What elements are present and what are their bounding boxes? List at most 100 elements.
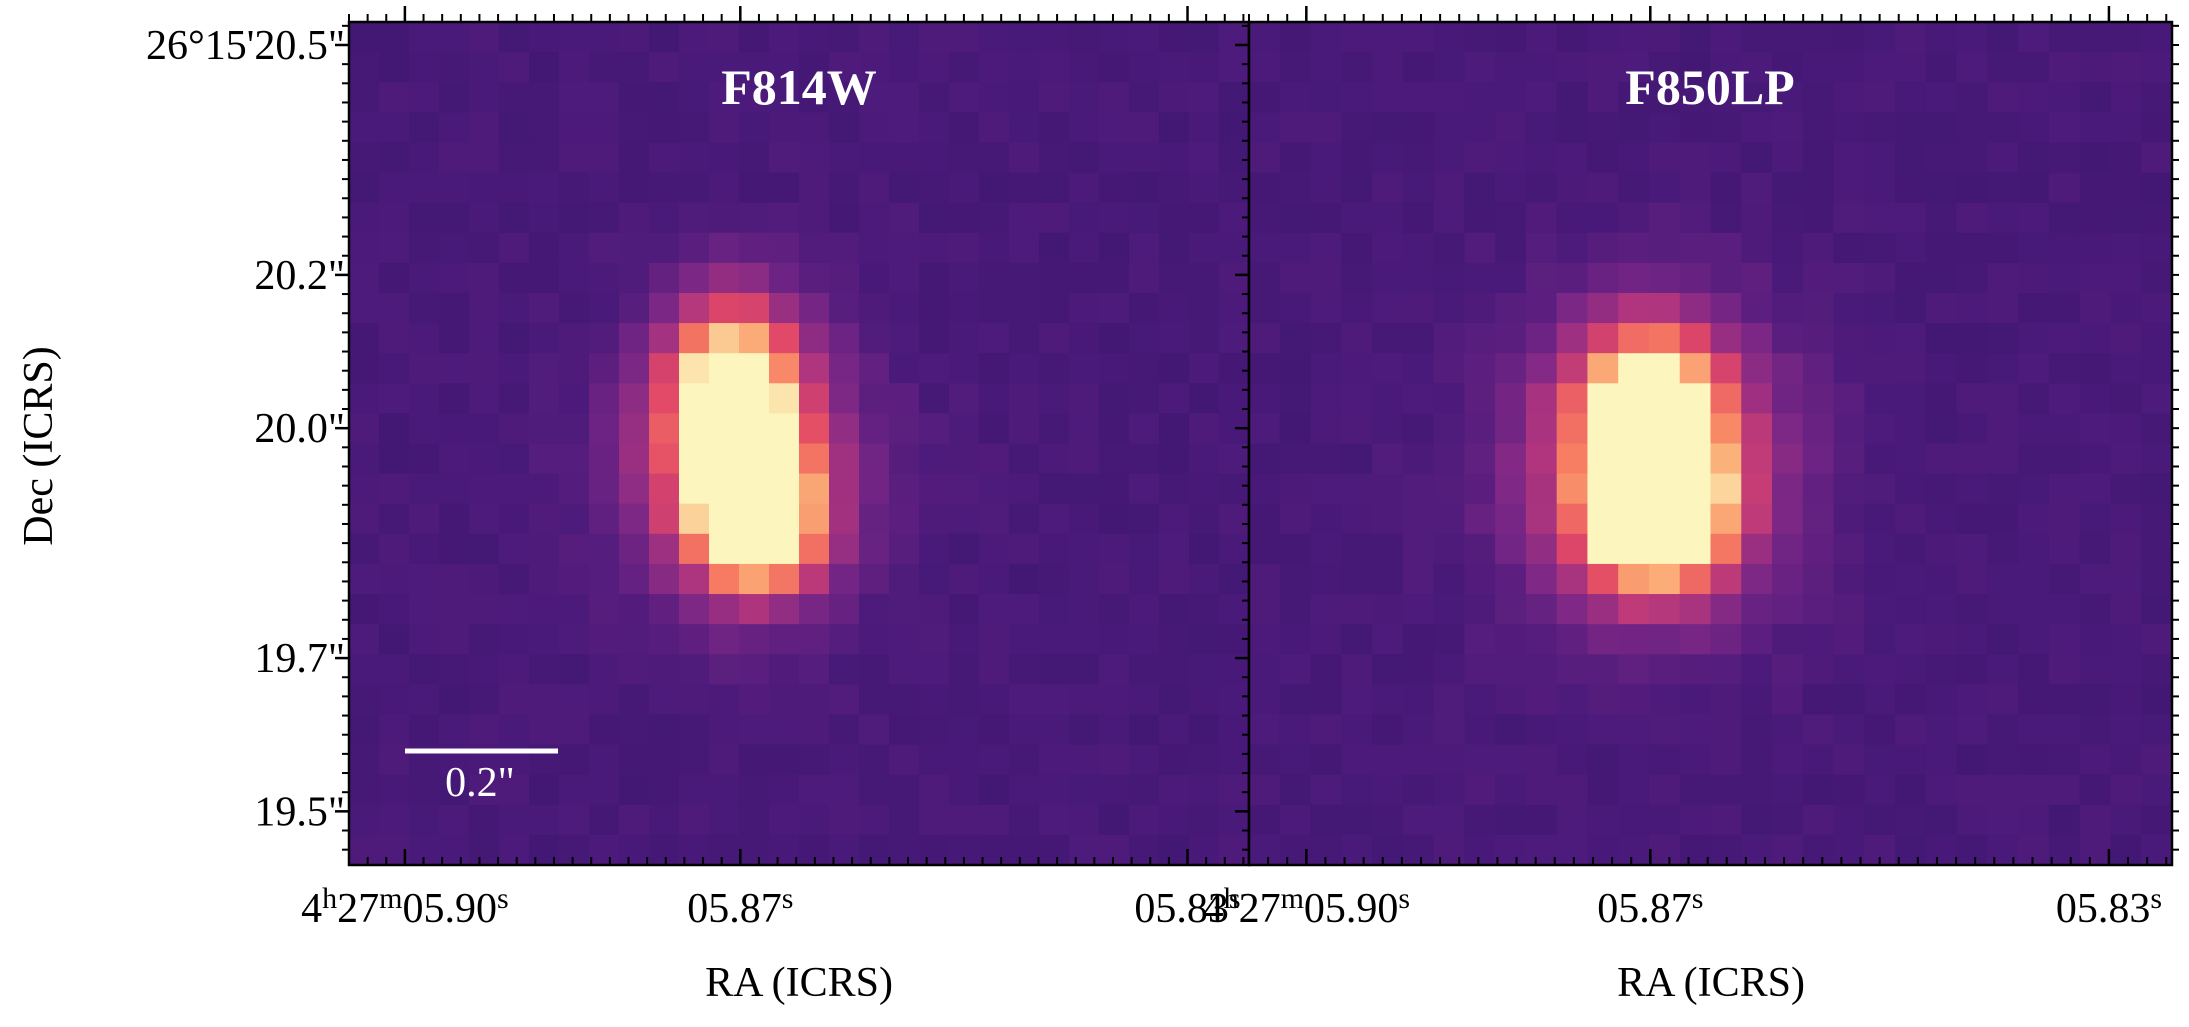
pixel [409, 52, 440, 83]
pixel [1587, 172, 1619, 204]
pixel [2079, 232, 2112, 264]
pixel [1069, 383, 1100, 414]
pixel [1279, 172, 1312, 204]
pixel [859, 22, 890, 53]
pixel [1341, 292, 1373, 324]
pixel [1433, 533, 1465, 565]
pixel [2079, 533, 2112, 565]
pixel [2110, 804, 2142, 836]
pixel [1341, 594, 1373, 625]
pixel [1525, 292, 1558, 324]
pixel [1741, 142, 1773, 174]
pixel [439, 383, 470, 414]
pixel [889, 684, 920, 716]
pixel [1802, 503, 1835, 535]
pixel [1159, 232, 1190, 264]
pixel [1741, 624, 1773, 655]
pixel [1310, 744, 1342, 776]
pixel [2048, 473, 2081, 505]
pixel [2079, 413, 2112, 445]
pixel [2048, 172, 2081, 204]
pixel [1310, 714, 1342, 746]
pixel [619, 744, 650, 776]
pixel [1189, 52, 1220, 83]
pixel [2110, 744, 2142, 776]
pixel [1069, 262, 1100, 294]
pixel [1464, 744, 1496, 776]
pixel [1341, 142, 1373, 174]
pixel [1402, 684, 1435, 716]
pixel [1956, 52, 1988, 83]
pixel [619, 353, 650, 384]
pixel [1648, 383, 1681, 414]
pixel [889, 563, 920, 595]
pixel [469, 503, 500, 535]
pixel [559, 172, 590, 204]
pixel [1433, 52, 1465, 83]
pixel [769, 594, 800, 625]
pixel [829, 172, 860, 204]
pixel [1219, 654, 1250, 685]
pixel [1402, 563, 1435, 595]
pixel [949, 22, 980, 53]
pixel [1402, 834, 1435, 866]
pixel [1802, 413, 1835, 445]
pixel [1341, 654, 1373, 685]
pixel [1925, 383, 1958, 414]
pixel [769, 533, 800, 565]
pixel [829, 443, 860, 475]
pixel [1495, 654, 1527, 685]
pixel [1556, 172, 1589, 204]
pixel [1679, 654, 1712, 685]
pixel [889, 503, 920, 535]
pixel [1009, 112, 1040, 144]
pixel [1833, 353, 1865, 384]
pixel [1279, 533, 1312, 565]
pixel [769, 413, 800, 445]
pixel [1099, 262, 1130, 294]
pixel [979, 22, 1010, 53]
pixel [349, 82, 380, 113]
pixel [2110, 503, 2142, 535]
pixel [469, 202, 500, 234]
pixel [439, 262, 470, 294]
pixel [619, 684, 650, 716]
pixel [979, 714, 1010, 746]
pixel [1710, 82, 1742, 113]
pixel [2048, 82, 2081, 113]
pixel [979, 473, 1010, 505]
pixel [2018, 202, 2050, 234]
pixel [409, 714, 440, 746]
pixel [1648, 473, 1681, 505]
pixel [1189, 323, 1220, 354]
pixel [1099, 804, 1130, 836]
pixel [1039, 323, 1070, 354]
pixel [1279, 624, 1312, 655]
pixel [1925, 262, 1958, 294]
pixel [649, 112, 680, 144]
pixel [1679, 323, 1712, 354]
pixel [2079, 22, 2112, 53]
pixel [1310, 413, 1342, 445]
pixel [1772, 714, 1804, 746]
pixel [619, 804, 650, 836]
pixel [829, 52, 860, 83]
pixel [1925, 232, 1958, 264]
pixel [529, 594, 560, 625]
pixel [1310, 292, 1342, 324]
pixel [919, 202, 950, 234]
pixel [1310, 323, 1342, 354]
pixel [1069, 473, 1100, 505]
pixel [889, 262, 920, 294]
pixel [349, 624, 380, 655]
pixel [1802, 473, 1835, 505]
pixel [1129, 594, 1160, 625]
pixel [799, 413, 830, 445]
pixel [769, 353, 800, 384]
pixel [379, 82, 410, 113]
pixel [709, 52, 740, 83]
pixel [799, 232, 830, 264]
pixel [1159, 563, 1190, 595]
pixel [529, 503, 560, 535]
